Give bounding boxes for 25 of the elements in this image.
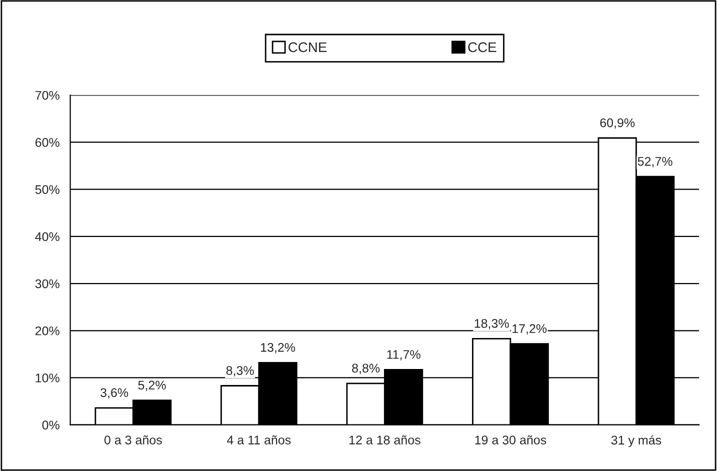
y-tick-label: 70% <box>35 90 60 100</box>
data-label: 52,7% <box>638 156 672 168</box>
x-tick-label: 4 a 11 años <box>226 435 291 444</box>
data-label: 11,7% <box>387 350 420 360</box>
data-label: 8,3% <box>226 366 254 376</box>
y-tick-label: 50% <box>35 185 60 194</box>
y-tick-label: 20% <box>35 326 60 336</box>
data-label: 5,2% <box>138 380 166 392</box>
x-tick-label: 31 y más <box>611 435 662 448</box>
data-label: 3,6% <box>100 388 128 399</box>
y-tick-label: 0% <box>42 420 60 430</box>
legend-label: CCNE <box>288 42 327 52</box>
y-tick-label: 40% <box>35 232 60 242</box>
y-tick-label: 10% <box>36 374 60 382</box>
y-tick-label: 60% <box>35 138 60 147</box>
data-label: 18,3% <box>474 318 509 330</box>
x-tick-label: 0 a 3 años <box>104 435 162 444</box>
x-tick-label: 19 a 30 años <box>475 435 546 444</box>
data-label: 8,8% <box>352 364 380 374</box>
data-label: 13,2% <box>261 343 296 354</box>
x-tick-label: 12 a 18 años <box>349 435 420 444</box>
y-tick-label: 30% <box>35 279 60 288</box>
data-label: 17,2% <box>512 324 547 335</box>
legend-label: CCE <box>468 42 496 52</box>
data-label: 60,9% <box>600 118 635 129</box>
